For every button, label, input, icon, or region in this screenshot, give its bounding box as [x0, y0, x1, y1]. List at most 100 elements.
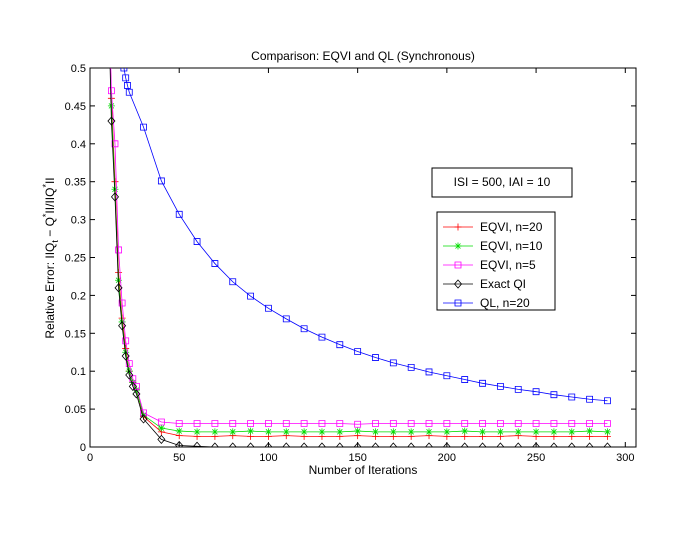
data-point — [129, 375, 137, 383]
x-tick-label: 50 — [173, 452, 185, 464]
data-point — [210, 442, 219, 447]
data-point — [442, 442, 451, 447]
y-tick-label: 0.4 — [71, 139, 86, 151]
data-point — [132, 389, 141, 399]
y-tick-label: 0.3 — [71, 215, 86, 227]
data-point — [140, 409, 147, 417]
data-point — [125, 370, 134, 380]
x-tick-label: 200 — [438, 452, 456, 464]
data-point — [193, 441, 202, 447]
data-point — [550, 420, 558, 427]
data-point — [115, 246, 122, 254]
data-point — [111, 140, 119, 148]
x-tick-label: 250 — [527, 452, 545, 464]
data-point — [318, 420, 326, 427]
data-point — [335, 442, 344, 447]
data-point — [265, 304, 272, 312]
data-point — [604, 397, 611, 405]
data-point — [282, 420, 290, 427]
y-axis-label-part: Relative Error: IIQ — [43, 243, 57, 339]
data-point — [108, 87, 115, 95]
data-point — [460, 442, 469, 447]
data-point — [140, 123, 147, 131]
data-point — [371, 428, 379, 436]
y-axis-label-part: II/IIQ — [43, 188, 57, 214]
data-point — [247, 427, 255, 435]
data-point — [371, 442, 380, 447]
data-point — [229, 420, 237, 427]
data-point — [300, 428, 308, 436]
x-tick-label: 0 — [87, 452, 93, 464]
data-point — [228, 442, 237, 447]
annotation-box — [431, 167, 573, 198]
data-point — [550, 428, 558, 436]
data-point — [193, 428, 201, 436]
data-point — [550, 391, 558, 399]
legend-label: EQVI, n=5 — [480, 258, 536, 272]
y-tick-label: 0 — [80, 442, 86, 454]
data-point — [407, 364, 415, 371]
data-point — [336, 420, 344, 427]
legend-marker — [454, 299, 462, 307]
legend-label: Exact QI — [480, 277, 526, 291]
data-point — [532, 420, 540, 427]
data-point — [603, 442, 612, 447]
data-point — [118, 299, 126, 307]
data-point — [372, 354, 379, 361]
data-point — [532, 442, 541, 447]
data-point — [461, 427, 469, 435]
data-point — [443, 420, 451, 427]
data-point — [479, 379, 486, 387]
data-point — [282, 315, 290, 323]
data-point — [336, 341, 344, 349]
data-point — [443, 428, 451, 436]
data-point — [282, 442, 291, 447]
data-point — [479, 420, 486, 427]
data-point — [461, 420, 469, 427]
data-point — [300, 442, 309, 447]
x-tick-label: 100 — [259, 452, 277, 464]
data-point — [407, 442, 416, 447]
data-point — [496, 442, 505, 447]
legend-label: EQVI, n=20 — [480, 220, 543, 234]
data-point — [514, 428, 522, 436]
y-tick-label: 0.1 — [71, 366, 86, 378]
data-point — [264, 442, 273, 447]
data-point — [514, 385, 522, 393]
y-tick-label: 0.35 — [65, 177, 86, 189]
y-tick-label: 0.05 — [65, 404, 86, 416]
plot-area — [107, 68, 612, 447]
y-axis-label-part: − Q — [43, 217, 57, 240]
data-point — [353, 442, 362, 447]
data-point — [568, 393, 576, 401]
data-point — [354, 420, 362, 428]
data-point — [124, 82, 131, 89]
data-point — [532, 388, 540, 396]
data-point — [265, 420, 272, 427]
data-point — [567, 442, 576, 447]
data-point — [157, 418, 165, 426]
data-point — [514, 420, 522, 427]
data-point — [586, 420, 594, 427]
data-point — [193, 420, 201, 427]
data-point — [354, 427, 362, 435]
x-tick-label: 300 — [616, 452, 634, 464]
y-tick-label: 0.15 — [65, 328, 86, 340]
legend-marker — [454, 242, 462, 250]
data-point — [157, 434, 166, 445]
legend-label: QL, n=20 — [480, 296, 530, 310]
data-point — [424, 442, 434, 447]
data-point — [389, 428, 397, 436]
data-point — [604, 420, 611, 427]
data-point — [496, 428, 504, 436]
data-point — [211, 260, 219, 267]
data-point — [120, 68, 128, 72]
y-axis-label-part: * — [41, 213, 51, 217]
data-point — [246, 442, 255, 447]
data-point — [300, 420, 308, 427]
data-point — [496, 420, 504, 427]
data-point — [389, 420, 397, 427]
data-point — [229, 278, 237, 286]
data-point — [229, 428, 237, 436]
